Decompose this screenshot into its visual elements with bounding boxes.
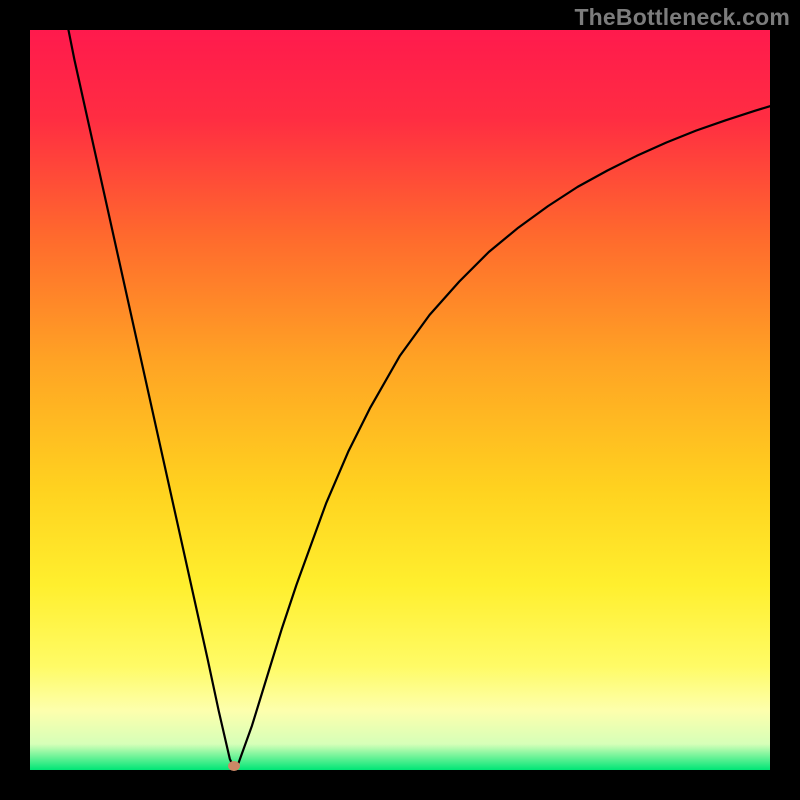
watermark-text: TheBottleneck.com [574, 4, 790, 31]
optimum-marker [228, 761, 240, 771]
plot-area [30, 30, 770, 770]
bottleneck-chart: TheBottleneck.com [0, 0, 800, 800]
bottleneck-curve [30, 30, 770, 770]
curve-path [67, 30, 770, 769]
